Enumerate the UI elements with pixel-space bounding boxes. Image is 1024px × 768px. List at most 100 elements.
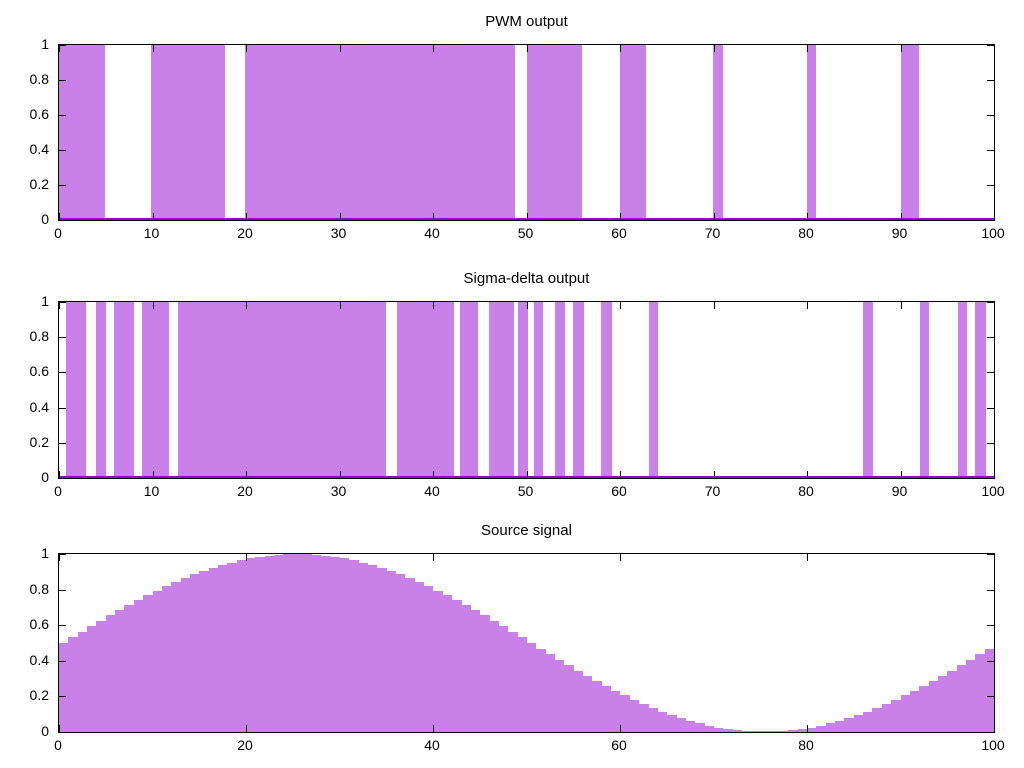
y-tick-right <box>987 625 994 627</box>
y-tick-label: 0.6 <box>29 616 49 633</box>
stair-bar <box>554 660 565 732</box>
stair-bar <box>133 600 144 732</box>
x-tick-top <box>433 302 434 309</box>
stair-bar <box>620 695 630 732</box>
pulse-bar <box>957 302 967 478</box>
y-tick-label: 1 <box>41 36 49 52</box>
y-tick-right <box>987 589 994 591</box>
y-tick-label: 0.2 <box>29 687 49 704</box>
pulse-bar <box>863 302 874 478</box>
stair-bar <box>526 643 537 732</box>
stair-bar <box>311 555 322 732</box>
x-tick-top <box>246 302 247 309</box>
x-tick-top <box>994 45 995 52</box>
stair-bar <box>713 728 724 732</box>
x-tick-label: 0 <box>54 737 62 753</box>
stair-bar <box>395 574 406 732</box>
stair-bar <box>59 643 69 732</box>
y-tick-left <box>59 625 66 627</box>
stair-bar <box>68 637 79 732</box>
pulse-bar <box>460 302 478 478</box>
x-tick-label: 100 <box>981 225 1005 241</box>
stair-bar <box>750 731 761 732</box>
x-tick-label: 10 <box>143 483 160 499</box>
stair-bar <box>965 660 976 732</box>
y-tick-label: 0.8 <box>29 328 49 345</box>
x-tick-top <box>433 554 434 561</box>
stair-bar <box>87 626 97 732</box>
x-tick-bottom <box>433 725 434 732</box>
x-tick-label: 20 <box>237 737 253 753</box>
stair-bar <box>199 571 210 732</box>
stair-bar <box>498 626 509 732</box>
stair-bar <box>367 565 378 732</box>
stair-bar <box>563 665 574 732</box>
x-tick-bottom <box>994 725 995 732</box>
y-tick-right <box>987 696 994 698</box>
x-tick-top <box>994 302 995 309</box>
x-tick-bottom <box>152 471 154 478</box>
stair-bar <box>433 591 443 732</box>
pulse-bar <box>59 45 105 220</box>
stair-bar <box>330 557 340 732</box>
x-tick-label: 40 <box>424 483 440 499</box>
stair-bar <box>694 723 705 732</box>
stair-bar <box>161 586 172 732</box>
x-tick-label: 20 <box>237 483 253 499</box>
stair-bar <box>797 729 808 732</box>
stair-bar <box>339 558 350 732</box>
stair-bar <box>320 556 331 732</box>
x-tick-label: 20 <box>237 225 253 241</box>
stair-bar <box>816 726 827 732</box>
y-tick-label: 0.6 <box>29 106 49 122</box>
pulse-bar <box>554 302 565 478</box>
stair-bar <box>704 726 714 732</box>
pulse-bar <box>526 45 582 220</box>
x-tick-bottom <box>620 471 621 478</box>
stair-bar <box>489 621 499 732</box>
stair-bar <box>638 704 649 732</box>
y-tick-left <box>59 442 66 444</box>
x-tick-top <box>59 302 60 309</box>
y-tick-left <box>59 337 66 339</box>
y-tick-right <box>987 150 994 151</box>
x-tick-bottom <box>807 725 808 732</box>
y-tick-left <box>59 478 66 479</box>
y-tick-left <box>59 45 66 46</box>
stair-bar <box>189 574 200 732</box>
x-tick-top <box>713 302 715 309</box>
y-tick-left <box>59 220 66 221</box>
x-tick-top <box>713 45 715 52</box>
y-tick-right <box>987 80 994 81</box>
stair-bar <box>741 731 752 732</box>
stair-bar <box>208 568 219 732</box>
stair-bar <box>601 686 612 732</box>
x-tick-label: 90 <box>891 483 908 499</box>
x-tick-bottom <box>152 213 154 220</box>
pulse-bar <box>245 45 516 220</box>
y-tick-right <box>987 442 994 444</box>
stair-bar <box>292 554 303 732</box>
x-tick-bottom <box>900 471 902 478</box>
x-tick-label: 80 <box>798 737 814 753</box>
x-tick-label: 0 <box>54 483 62 499</box>
pulse-bar <box>66 302 87 478</box>
x-tick-label: 40 <box>424 225 440 241</box>
y-tick-left <box>59 302 66 303</box>
plot-title: PWM output <box>485 13 568 30</box>
x-tick-label: 10 <box>143 225 160 241</box>
stair-bar <box>975 654 986 732</box>
stair-bar <box>404 578 415 732</box>
y-tick-label: 0 <box>41 469 49 485</box>
x-tick-label: 100 <box>981 483 1005 499</box>
x-tick-top <box>339 302 341 309</box>
stair-bar <box>479 615 490 732</box>
stair-bar <box>124 605 135 732</box>
y-tick-left <box>59 150 66 151</box>
pulse-bar <box>648 302 659 478</box>
stair-bar <box>451 600 462 732</box>
x-tick-label: 30 <box>330 225 347 241</box>
x-tick-top <box>152 302 154 309</box>
x-tick-label: 50 <box>517 225 534 241</box>
x-tick-top <box>339 45 341 52</box>
